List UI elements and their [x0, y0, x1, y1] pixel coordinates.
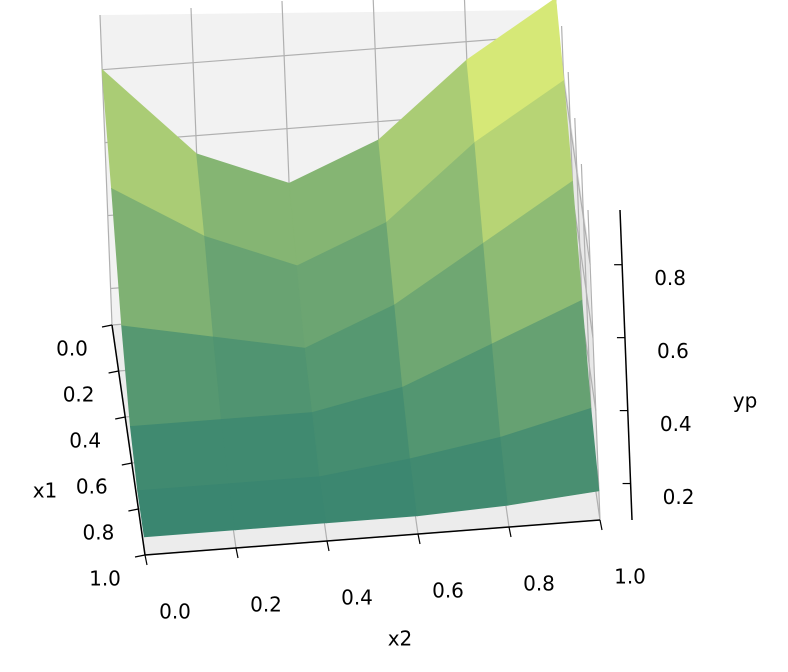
surface-patch: [121, 325, 222, 427]
x1-tick-label: 1.0: [89, 567, 121, 591]
tick-mark: [134, 554, 146, 558]
x1-tick-label: 0.8: [82, 521, 114, 545]
x2-tick-label: 0.0: [159, 600, 191, 624]
z-tick-label: 0.8: [654, 266, 686, 290]
tick-mark: [326, 540, 330, 552]
axis-line: [619, 209, 633, 521]
x2-tick-label: 1.0: [614, 565, 646, 589]
x2-tick-label: 0.2: [250, 593, 282, 617]
tick-mark: [128, 508, 139, 512]
surface-patch: [220, 412, 321, 485]
tick-mark: [121, 462, 132, 466]
x2-label: x2: [388, 627, 413, 651]
surface-patch: [212, 336, 313, 420]
x2-tick-label: 0.8: [523, 572, 555, 596]
tick-mark: [599, 519, 603, 531]
tick-mark: [101, 324, 113, 328]
x1-tick-label: 0.6: [76, 475, 108, 499]
z-tick-label: 0.4: [660, 412, 692, 436]
surface-patch: [137, 483, 236, 538]
tick-mark: [508, 526, 512, 538]
z-tick-label: 0.6: [657, 339, 689, 363]
x1-tick-label: 0.4: [69, 429, 101, 453]
z-tick-label: 0.2: [663, 485, 695, 509]
surface-patch: [129, 419, 230, 492]
x2-tick-label: 0.6: [432, 579, 464, 603]
axis-line: [144, 519, 601, 556]
tick-mark: [144, 554, 148, 566]
x1-tick-label: 0.2: [63, 383, 95, 407]
tick-mark: [115, 416, 126, 420]
x1-label: x1: [33, 479, 58, 503]
surface-patch: [228, 476, 327, 531]
x2-tick-label: 0.4: [341, 586, 373, 610]
surface-patch: [500, 407, 600, 506]
x1-tick-label: 0.0: [56, 337, 88, 361]
axis-line: [111, 324, 146, 556]
tick-mark: [417, 533, 421, 545]
z-label: yp: [733, 389, 758, 413]
tick-mark: [108, 370, 119, 374]
tick-mark: [235, 547, 239, 559]
